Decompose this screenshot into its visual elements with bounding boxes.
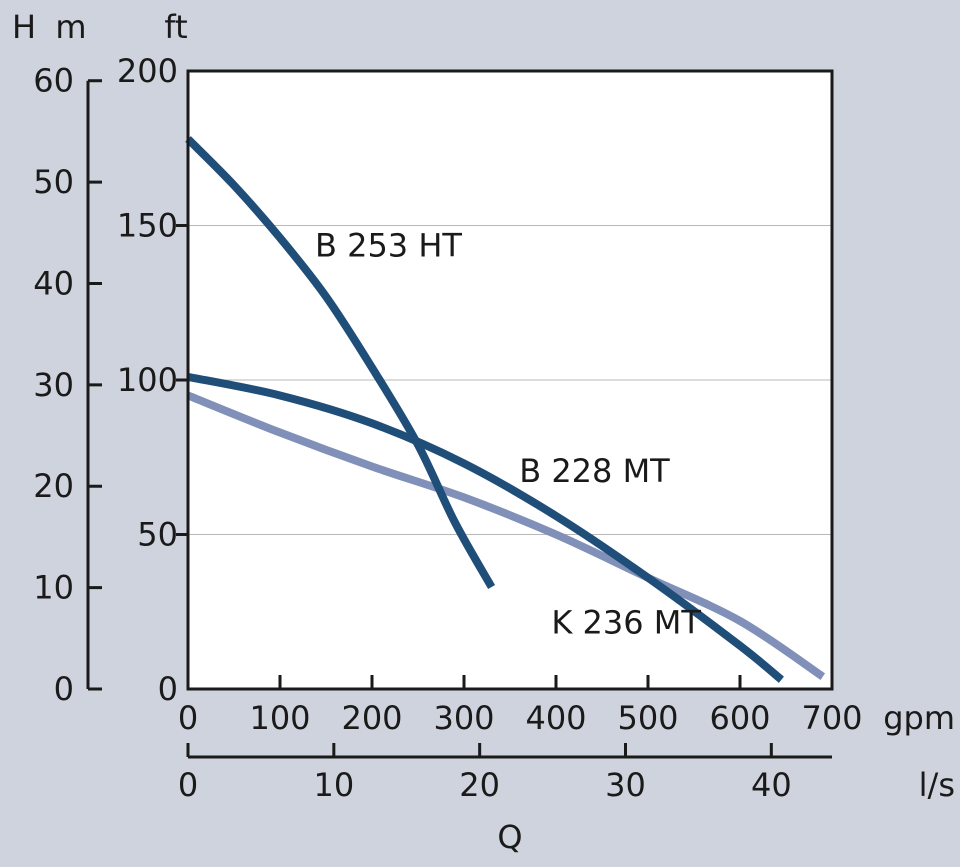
series-label: B 228 MT xyxy=(519,452,670,490)
grid-lines xyxy=(188,225,832,535)
x-secondary-tick-label: 10 xyxy=(313,766,354,804)
y-tick-label: 50 xyxy=(137,516,178,554)
x-secondary-tick-label: 0 xyxy=(178,766,198,804)
x-tick-label: 400 xyxy=(525,699,586,737)
y-axis-title: H xyxy=(12,8,36,46)
y-secondary-tick-label: 10 xyxy=(33,569,74,607)
series-line xyxy=(185,136,496,590)
series-line xyxy=(187,372,784,683)
x-tick-label: 0 xyxy=(178,699,198,737)
x-tick-label: 600 xyxy=(709,699,770,737)
y-secondary-unit-label: m xyxy=(55,8,86,46)
x-tick-label: 500 xyxy=(617,699,678,737)
x-tick-label: 100 xyxy=(249,699,310,737)
y-tick-label: 150 xyxy=(117,207,178,245)
x-tick-label: 700 xyxy=(801,699,862,737)
x-secondary-tick-label: 20 xyxy=(459,766,500,804)
y-tick-label: 0 xyxy=(158,670,178,708)
y-tick-label: 100 xyxy=(117,361,178,399)
x-axis-title: Q xyxy=(497,818,522,856)
y-unit-label: ft xyxy=(164,8,187,46)
series-curves: B 253 HT B 228 MT K 236 MT xyxy=(185,136,826,683)
y-secondary-tick-label: 30 xyxy=(33,366,74,404)
y-secondary-tick-label: 20 xyxy=(33,467,74,505)
series-line xyxy=(186,391,826,680)
x-secondary-tick-label: 40 xyxy=(751,766,792,804)
series-label: K 236 MT xyxy=(551,603,701,641)
y-secondary-tick-label: 40 xyxy=(33,264,74,302)
series-label: B 253 HT xyxy=(315,226,462,264)
y-tick-label: 200 xyxy=(117,52,178,90)
x-tick-label: 200 xyxy=(341,699,402,737)
y-secondary-tick-label: 60 xyxy=(33,62,74,100)
x-secondary-unit-label: l/s xyxy=(919,766,955,804)
x-unit-label: gpm xyxy=(883,699,955,737)
y-secondary-tick-label: 50 xyxy=(33,163,74,201)
x-secondary-tick-label: 30 xyxy=(605,766,646,804)
y-secondary-tick-label: 0 xyxy=(54,670,74,708)
x-tick-label: 300 xyxy=(433,699,494,737)
